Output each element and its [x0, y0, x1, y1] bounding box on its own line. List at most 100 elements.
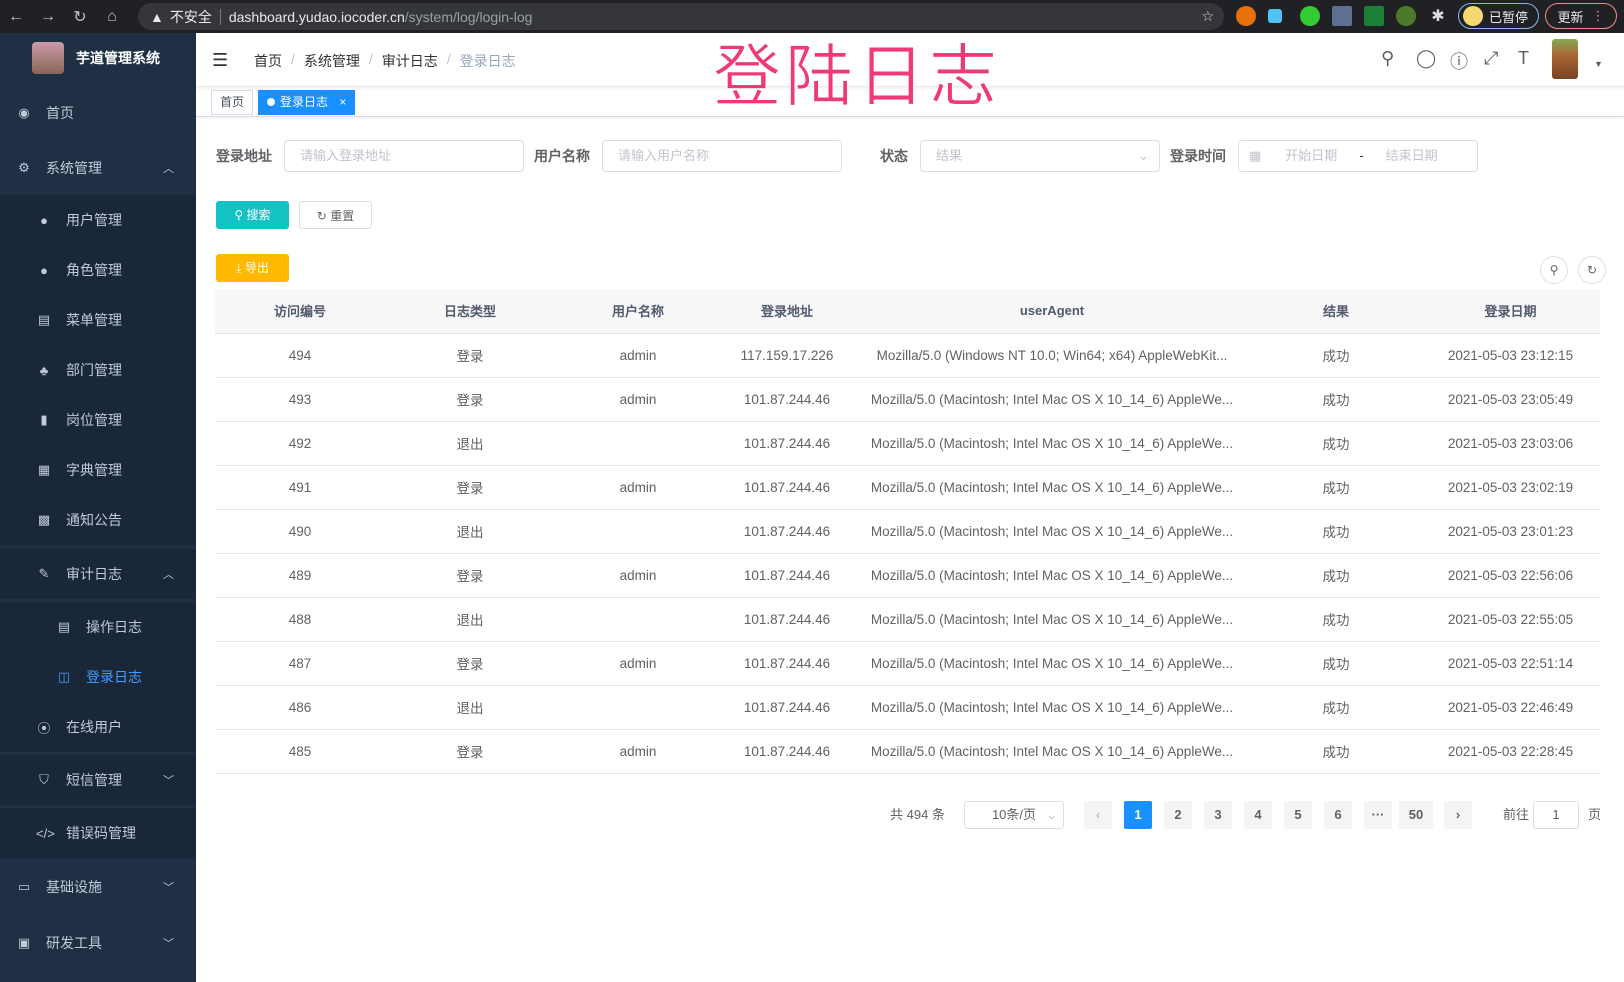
profile-avatar [1463, 6, 1483, 26]
dict-icon: ▦ [37, 462, 51, 477]
extension-icon[interactable] [1268, 9, 1282, 23]
label: 岗位管理 [66, 412, 122, 428]
close-icon[interactable]: × [339, 95, 347, 109]
label: 错误码管理 [66, 825, 136, 841]
table-row[interactable]: 488 退出 101.87.244.46 Mozilla/5.0 (Macintosh… [215, 597, 1600, 642]
user-icon: ● [40, 212, 48, 228]
sidebar-item-home[interactable]: ◉ 首页 [0, 88, 196, 138]
search-icon[interactable]: ⚲ [1381, 48, 1395, 68]
address-bar[interactable]: ▲ 不安全 dashboard.yudao.iocoder.cn/system/… [138, 3, 1224, 30]
page-button[interactable]: 6 [1324, 801, 1352, 829]
goto-input[interactable]: 1 [1533, 801, 1579, 829]
avatar[interactable] [1552, 39, 1578, 79]
table-row[interactable]: 491 登录 admin 101.87.244.46 Mozilla/5.0 (Maci… [215, 465, 1600, 510]
puzzle-icon[interactable]: ✱ [1431, 8, 1445, 25]
goto-label: 前往 [1503, 807, 1530, 822]
sidebar-item-dept[interactable]: ♣ 部门管理 [0, 345, 196, 395]
sidebar-item-role[interactable]: ● 角色管理 [0, 245, 196, 295]
page-size-select[interactable]: 10条/页 ⌄ [964, 801, 1064, 829]
ip-input[interactable]: 请输入登录地址 [284, 140, 524, 172]
range-separator: - [1359, 148, 1364, 163]
table-row[interactable]: 487 登录 admin 101.87.244.46 Mozilla/5.0 (Maci… [215, 641, 1600, 686]
sidebar-item-sms[interactable]: ⛉ 短信管理 ﹀ [0, 755, 196, 805]
table-row[interactable]: 492 退出 101.87.244.46 Mozilla/5.0 (Macintosh… [215, 421, 1600, 466]
sidebar-item-notice[interactable]: ▩ 通知公告 [0, 495, 196, 545]
update-button[interactable]: 更新 ⋮ [1545, 3, 1617, 29]
table-cell: 登录 [385, 553, 555, 598]
update-label: 更新 [1557, 9, 1584, 25]
page-button[interactable]: 1 [1124, 801, 1152, 829]
sidebar-item-system[interactable]: ⚙ 系统管理 ︿ [0, 143, 196, 193]
sidebar-item-login-log[interactable]: ◫ 登录日志 [0, 652, 196, 702]
toggle-search-icon[interactable]: ⚲ [1540, 256, 1568, 284]
breadcrumb-item[interactable]: 系统管理 [303, 53, 360, 69]
table-cell: 成功 [1251, 465, 1421, 510]
page-button[interactable]: 2 [1164, 801, 1192, 829]
tag-home[interactable]: 首页 [211, 90, 254, 115]
extension-icon[interactable] [1300, 6, 1320, 26]
bookmark-star-icon[interactable]: ☆ [1201, 8, 1214, 24]
sidebar-item-audit[interactable]: ✎ 审计日志 ︿ [0, 549, 196, 599]
sidebar-item-menu[interactable]: ▤ 菜单管理 [0, 295, 196, 345]
fullscreen-icon[interactable]: ⤢ [1484, 48, 1499, 68]
prev-page-button[interactable]: ‹ [1084, 801, 1112, 829]
status-select[interactable]: 结果 ⌄ [920, 140, 1160, 172]
home-button[interactable]: ⌂ [107, 7, 117, 25]
sidebar-item-user[interactable]: ● 用户管理 [0, 195, 196, 245]
next-page-button[interactable]: › [1444, 801, 1472, 829]
sidebar-item-operate-log[interactable]: ▤ 操作日志 [0, 602, 196, 652]
date-range-picker[interactable]: ▦ 开始日期 - 结束日期 [1238, 140, 1478, 172]
extension-icon[interactable] [1396, 6, 1416, 26]
table-row[interactable]: 494 登录 admin 117.159.17.226 Mozilla/5.0 (Win… [215, 333, 1600, 378]
reload-button[interactable]: ↻ [73, 8, 87, 26]
sidebar-logo[interactable]: 芋道管理系统 [0, 33, 196, 83]
page-button[interactable]: ··· [1364, 801, 1392, 829]
github-icon[interactable]: ◯ [1416, 48, 1437, 68]
extension-icon[interactable] [1236, 6, 1256, 26]
refresh-icon[interactable]: ↻ [1578, 256, 1606, 284]
sidebar-item-error-code[interactable]: </> 错误码管理 [0, 808, 196, 858]
font-size-icon[interactable]: T [1518, 48, 1529, 68]
table-cell: 登录 [385, 377, 555, 422]
breadcrumb-current: 登录日志 [459, 53, 516, 69]
table-row[interactable]: 486 退出 101.87.244.46 Mozilla/5.0 (Macintosh… [215, 685, 1600, 730]
online-icon: ⦿ [37, 720, 51, 736]
page-button[interactable]: 5 [1284, 801, 1312, 829]
calendar-icon: ▦ [1249, 148, 1262, 163]
table-row[interactable]: 485 登录 admin 101.87.244.46 Mozilla/5.0 (Maci… [215, 729, 1600, 774]
table-row[interactable]: 489 登录 admin 101.87.244.46 Mozilla/5.0 (Maci… [215, 553, 1600, 598]
extension-icon[interactable] [1364, 6, 1384, 26]
back-button[interactable]: ← [8, 7, 24, 25]
reset-button[interactable]: ↻ 重置 [299, 201, 372, 229]
sidebar-item-infra[interactable]: ▭ 基础设施 ﹀ [0, 862, 196, 912]
sidebar-item-online[interactable]: ⦿ 在线用户 [0, 702, 196, 752]
ip-label: 登录地址 [216, 148, 272, 164]
export-button[interactable]: ⤓ 导出 [216, 254, 289, 282]
chevron-up-icon: ︿ [163, 569, 174, 581]
table-row[interactable]: 490 退出 101.87.244.46 Mozilla/5.0 (Macintosh… [215, 509, 1600, 554]
label: 重置 [330, 209, 355, 223]
table-cell: 101.87.244.46 [721, 597, 853, 642]
profile-button[interactable]: 已暂停 [1458, 3, 1540, 29]
hamburger-icon[interactable]: ☰ [212, 50, 229, 70]
end-date[interactable]: 结束日期 [1385, 148, 1438, 163]
page-button[interactable]: 50 [1399, 801, 1433, 829]
sidebar-item-post[interactable]: ▮ 岗位管理 [0, 395, 196, 445]
forward-button[interactable]: → [40, 7, 56, 25]
breadcrumb-item[interactable]: 首页 [254, 53, 282, 69]
extension-icon[interactable] [1332, 6, 1352, 26]
table-row[interactable]: 493 登录 admin 101.87.244.46 Mozilla/5.0 (Maci… [215, 377, 1600, 422]
page-button[interactable]: 3 [1204, 801, 1232, 829]
breadcrumb-item[interactable]: 审计日志 [381, 53, 438, 69]
search-button[interactable]: ⚲ 搜索 [216, 201, 289, 229]
help-icon[interactable]: ⓘ [1450, 52, 1468, 72]
breadcrumb: 首页 / 系统管理 / 审计日志 / 登录日志 [254, 51, 516, 69]
sidebar-item-tool[interactable]: ▣ 研发工具 ﹀ [0, 918, 196, 968]
caret-down-icon[interactable]: ▼ [1594, 59, 1603, 69]
sidebar-item-dict[interactable]: ▦ 字典管理 [0, 445, 196, 495]
start-date[interactable]: 开始日期 [1285, 148, 1338, 163]
username-input[interactable]: 请输入用户名称 [602, 140, 842, 172]
chevron-down-icon: ﹀ [163, 775, 174, 787]
tag-login-log[interactable]: 登录日志 × [258, 90, 356, 115]
page-button[interactable]: 4 [1244, 801, 1272, 829]
